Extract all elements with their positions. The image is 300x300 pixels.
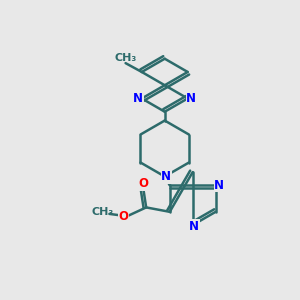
Text: CH₃: CH₃ <box>115 53 137 63</box>
Text: N: N <box>189 220 199 233</box>
Text: N: N <box>161 170 171 183</box>
Text: N: N <box>214 179 224 192</box>
Text: CH₃: CH₃ <box>92 207 114 218</box>
Text: O: O <box>138 177 148 190</box>
Text: N: N <box>186 92 196 105</box>
Text: O: O <box>118 210 128 223</box>
Text: N: N <box>133 92 143 105</box>
